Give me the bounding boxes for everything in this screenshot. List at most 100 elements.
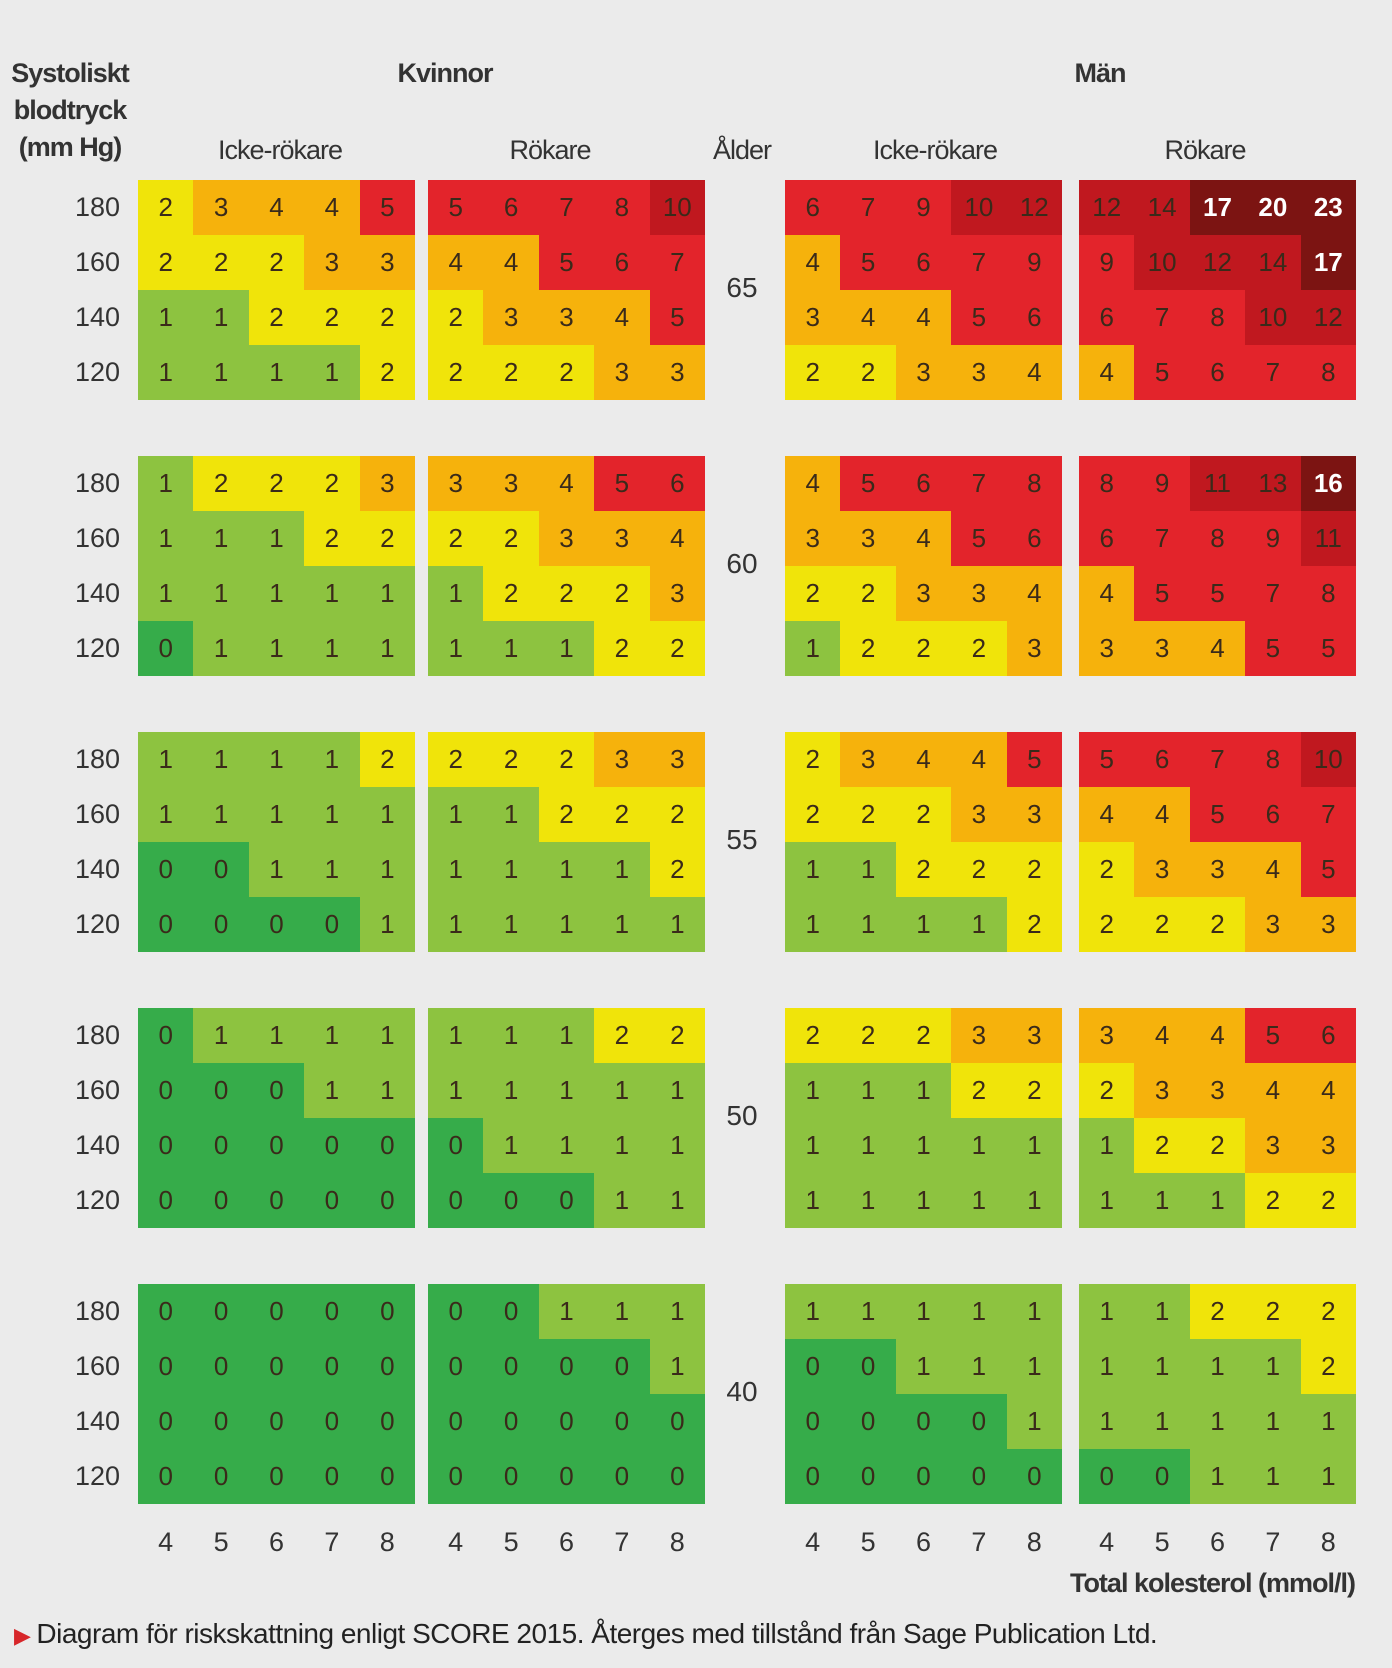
risk-cell: 2 bbox=[594, 621, 650, 676]
risk-cell: 2 bbox=[785, 566, 841, 621]
risk-cell: 5 bbox=[840, 235, 896, 290]
risk-cell: 1 bbox=[649, 1118, 705, 1173]
risk-cell: 3 bbox=[649, 345, 705, 400]
risk-cell: 2 bbox=[428, 732, 484, 787]
risk-cell: 2 bbox=[359, 290, 415, 345]
risk-cell: 3 bbox=[1245, 1118, 1301, 1173]
risk-cell: 3 bbox=[594, 732, 650, 787]
risk-cell: 1 bbox=[1006, 1118, 1062, 1173]
risk-cell: 11 bbox=[1189, 456, 1246, 511]
risk-cell: 2 bbox=[138, 180, 194, 235]
risk-cell: 0 bbox=[248, 1394, 305, 1449]
age-label-40: 40 bbox=[726, 1376, 758, 1407]
risk-cell: 8 bbox=[1245, 732, 1301, 787]
risk-cell: 1 bbox=[895, 1173, 952, 1228]
risk-cell: 12 bbox=[1079, 180, 1135, 235]
risk-cell: 2 bbox=[1189, 1118, 1246, 1173]
risk-cell: 1 bbox=[785, 621, 841, 676]
cholesterol-tick-4: 4 bbox=[805, 1527, 821, 1557]
sbp-label-120: 120 bbox=[74, 1461, 120, 1491]
grid-man_rok-55: 5 6 7 8 10 4 4 5 6 7 2 3 3 4 5 2 2 2 3 3 bbox=[1079, 732, 1356, 952]
risk-cell: 0 bbox=[248, 1339, 305, 1394]
risk-cell: 1 bbox=[594, 1063, 650, 1118]
risk-cell: 17 bbox=[1300, 235, 1356, 290]
risk-cell: 0 bbox=[428, 1339, 484, 1394]
risk-cell: 10 bbox=[1245, 290, 1301, 345]
risk-cell: 2 bbox=[193, 235, 249, 290]
risk-cell: 2 bbox=[359, 732, 415, 787]
risk-cell: 1 bbox=[840, 897, 896, 952]
risk-cell: 3 bbox=[785, 511, 841, 566]
risk-cell: 6 bbox=[1079, 290, 1135, 345]
risk-cell: 0 bbox=[138, 897, 194, 952]
risk-cell: 17 bbox=[1189, 180, 1246, 235]
risk-cell: 1 bbox=[951, 1173, 1007, 1228]
risk-cell: 0 bbox=[951, 1449, 1007, 1504]
risk-cell: 3 bbox=[785, 290, 841, 345]
risk-cell: 2 bbox=[359, 511, 415, 566]
risk-cell: 5 bbox=[1134, 345, 1190, 400]
risk-cell: 1 bbox=[785, 1284, 841, 1339]
risk-cell: 7 bbox=[1245, 566, 1301, 621]
risk-cell: 1 bbox=[1189, 1449, 1246, 1504]
risk-cell: 2 bbox=[428, 345, 484, 400]
risk-cell: 2 bbox=[1189, 897, 1246, 952]
sbp-label-180: 180 bbox=[74, 1296, 120, 1326]
risk-cell: 2 bbox=[538, 345, 595, 400]
risk-cell: 0 bbox=[248, 1284, 305, 1339]
risk-cell: 4 bbox=[1134, 1008, 1190, 1063]
cholesterol-tick-4: 4 bbox=[158, 1527, 174, 1557]
risk-cell: 6 bbox=[895, 456, 952, 511]
risk-cell: 4 bbox=[248, 180, 305, 235]
risk-cell: 1 bbox=[840, 1173, 896, 1228]
risk-cell: 4 bbox=[840, 290, 896, 345]
risk-cell: 0 bbox=[359, 1394, 415, 1449]
risk-cell: 1 bbox=[895, 1284, 952, 1339]
risk-cell: 8 bbox=[1006, 456, 1062, 511]
risk-cell: 2 bbox=[1189, 1284, 1246, 1339]
risk-cell: 0 bbox=[193, 842, 249, 897]
risk-cell: 7 bbox=[649, 235, 705, 290]
risk-cell: 2 bbox=[785, 787, 841, 842]
risk-cell: 3 bbox=[1189, 842, 1246, 897]
risk-cell: 0 bbox=[193, 1394, 249, 1449]
group-men-label: Män bbox=[1074, 58, 1127, 88]
risk-cell: 0 bbox=[304, 1284, 360, 1339]
risk-cell: 0 bbox=[538, 1449, 595, 1504]
risk-cell: 13 bbox=[1245, 456, 1301, 511]
risk-cell: 1 bbox=[359, 621, 415, 676]
risk-cell: 0 bbox=[193, 1284, 249, 1339]
sbp-label-180: 180 bbox=[74, 468, 120, 498]
risk-cell: 3 bbox=[649, 732, 705, 787]
age-label-65: 65 bbox=[726, 272, 758, 303]
risk-cell: 4 bbox=[951, 732, 1007, 787]
risk-cell: 1 bbox=[1300, 1394, 1356, 1449]
risk-cell: 23 bbox=[1300, 180, 1356, 235]
sbp-label-120: 120 bbox=[74, 909, 120, 939]
risk-cell: 2 bbox=[840, 566, 896, 621]
risk-cell: 4 bbox=[1189, 1008, 1246, 1063]
sbp-label-120: 120 bbox=[74, 357, 120, 387]
risk-cell: 2 bbox=[594, 566, 650, 621]
risk-cell: 3 bbox=[1134, 621, 1190, 676]
risk-cell: 0 bbox=[138, 1173, 194, 1228]
risk-cell: 10 bbox=[1134, 235, 1190, 290]
risk-cell: 12 bbox=[1189, 235, 1246, 290]
risk-cell: 2 bbox=[248, 290, 305, 345]
risk-cell: 0 bbox=[304, 1394, 360, 1449]
cholesterol-tick-6: 6 bbox=[268, 1527, 285, 1557]
risk-cell: 0 bbox=[304, 1118, 360, 1173]
risk-cell: 0 bbox=[785, 1339, 841, 1394]
risk-cell: 1 bbox=[193, 566, 249, 621]
risk-cell: 3 bbox=[428, 456, 484, 511]
risk-cell: 1 bbox=[1079, 1118, 1135, 1173]
risk-cell: 5 bbox=[1245, 621, 1301, 676]
risk-cell: 4 bbox=[538, 456, 595, 511]
risk-cell: 1 bbox=[538, 842, 595, 897]
risk-cell: 2 bbox=[951, 842, 1007, 897]
risk-cell: 1 bbox=[840, 1118, 896, 1173]
risk-cell: 20 bbox=[1245, 180, 1301, 235]
